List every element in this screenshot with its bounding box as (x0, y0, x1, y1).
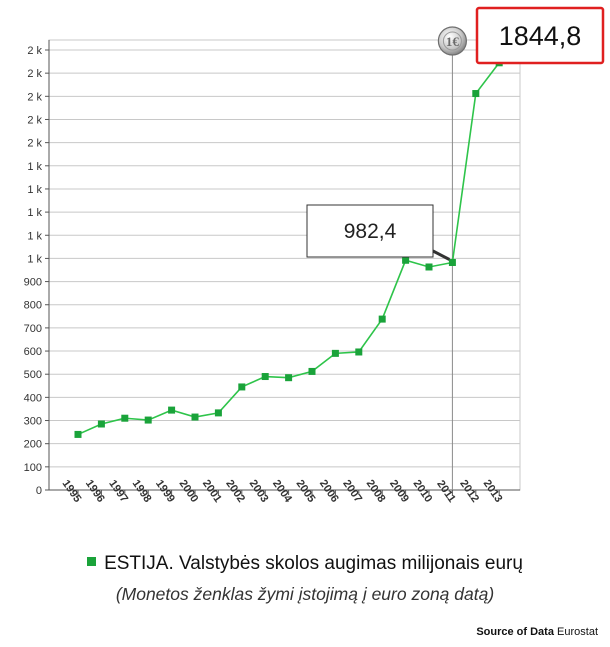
source-prefix: Source of Data (476, 626, 554, 638)
y-tick-label: 2 k (27, 68, 42, 80)
x-tick-label: 2002 (223, 478, 247, 505)
y-tick-label: 100 (24, 462, 42, 474)
y-tick-label: 300 (24, 416, 42, 428)
data-point-2006 (332, 350, 339, 357)
data-point-2001 (215, 409, 222, 416)
legend-swatch (87, 557, 96, 566)
x-tick-label: 1996 (83, 478, 107, 505)
data-point-2012 (472, 90, 479, 97)
data-point-1999 (168, 407, 175, 414)
svg-text:1€: 1€ (446, 34, 460, 49)
y-tick-label: 2 k (27, 91, 42, 103)
y-tick-label: 600 (24, 346, 42, 358)
source-credit: Source of Data Eurostat (476, 626, 598, 638)
debt-line-chart: 0 100 200 300 400 500 600 700 800 900 1 k 1 k 1 k 1 k… (0, 0, 610, 540)
data-point-1997 (121, 415, 128, 422)
data-point-2004 (285, 374, 292, 381)
data-point-2008 (379, 316, 386, 323)
x-tick-label: 2001 (200, 478, 224, 505)
callout-label: 982,4 (344, 220, 397, 243)
data-point-2000 (192, 414, 199, 421)
x-tick-label: 2005 (293, 478, 317, 505)
x-tick-label: 2007 (340, 478, 364, 505)
legend-item: ESTIJA. Valstybės skolos augimas milijon… (0, 553, 610, 575)
data-point-2009 (402, 257, 409, 264)
y-tick-label: 400 (24, 392, 42, 404)
x-tick-label: 1995 (59, 478, 83, 505)
data-point-2002 (238, 383, 245, 390)
data-point-1996 (98, 421, 105, 428)
x-tick-label: 2009 (387, 478, 411, 505)
y-axis-ticks: 0 100 200 300 400 500 600 700 800 900 1 k 1 k 1 k 1 k… (24, 45, 49, 497)
data-point-2011 (449, 259, 456, 266)
y-tick-label: 1 k (27, 184, 42, 196)
y-tick-label: 900 (24, 277, 42, 289)
y-tick-label: 2 k (27, 114, 42, 126)
x-tick-label: 2010 (410, 478, 434, 505)
data-point-2010 (426, 263, 433, 270)
y-tick-label: 2 k (27, 138, 42, 150)
x-tick-label: 2004 (270, 478, 294, 506)
y-tick-label: 1 k (27, 161, 42, 173)
y-tick-label: 700 (24, 323, 42, 335)
euro-coin-icon: 1€ (438, 27, 466, 55)
x-tick-label: 2000 (176, 478, 200, 505)
x-tick-label: 2013 (481, 478, 505, 505)
x-tick-label: 2008 (364, 478, 388, 505)
x-tick-label: 1999 (153, 478, 177, 505)
x-axis-ticks: 1995 1996 1997 1998 1999 2000 2001 2002 2003 2004… (59, 478, 504, 506)
legend-label: ESTIJA. Valstybės skolos augimas milijon… (104, 553, 523, 574)
x-tick-label: 2011 (434, 478, 458, 504)
source-name: Eurostat (557, 626, 598, 638)
y-tick-label: 800 (24, 300, 42, 312)
data-point-2007 (355, 348, 362, 355)
data-point-2003 (262, 373, 269, 380)
y-tick-label: 2 k (27, 45, 42, 57)
x-tick-label: 2003 (247, 478, 271, 505)
x-tick-label: 2012 (457, 478, 481, 505)
x-tick-label: 2006 (317, 478, 341, 505)
y-tick-label: 1 k (27, 253, 42, 265)
y-tick-label: 200 (24, 439, 42, 451)
y-tick-label: 1 k (27, 230, 42, 242)
data-point-2005 (309, 368, 316, 375)
legend: ESTIJA. Valstybės skolos augimas milijon… (0, 553, 610, 605)
y-tick-label: 500 (24, 369, 42, 381)
data-points (75, 59, 503, 438)
y-tick-label: 1 k (27, 207, 42, 219)
x-tick-label: 1998 (130, 478, 154, 505)
y-tick-label: 0 (36, 485, 42, 497)
chart-subtitle: (Monetos ženklas žymi įstojimą į euro zo… (0, 584, 610, 605)
data-point-1995 (75, 431, 82, 438)
data-point-1998 (145, 417, 152, 424)
highlight-label: 1844,8 (499, 21, 582, 51)
x-tick-label: 1997 (106, 478, 130, 505)
